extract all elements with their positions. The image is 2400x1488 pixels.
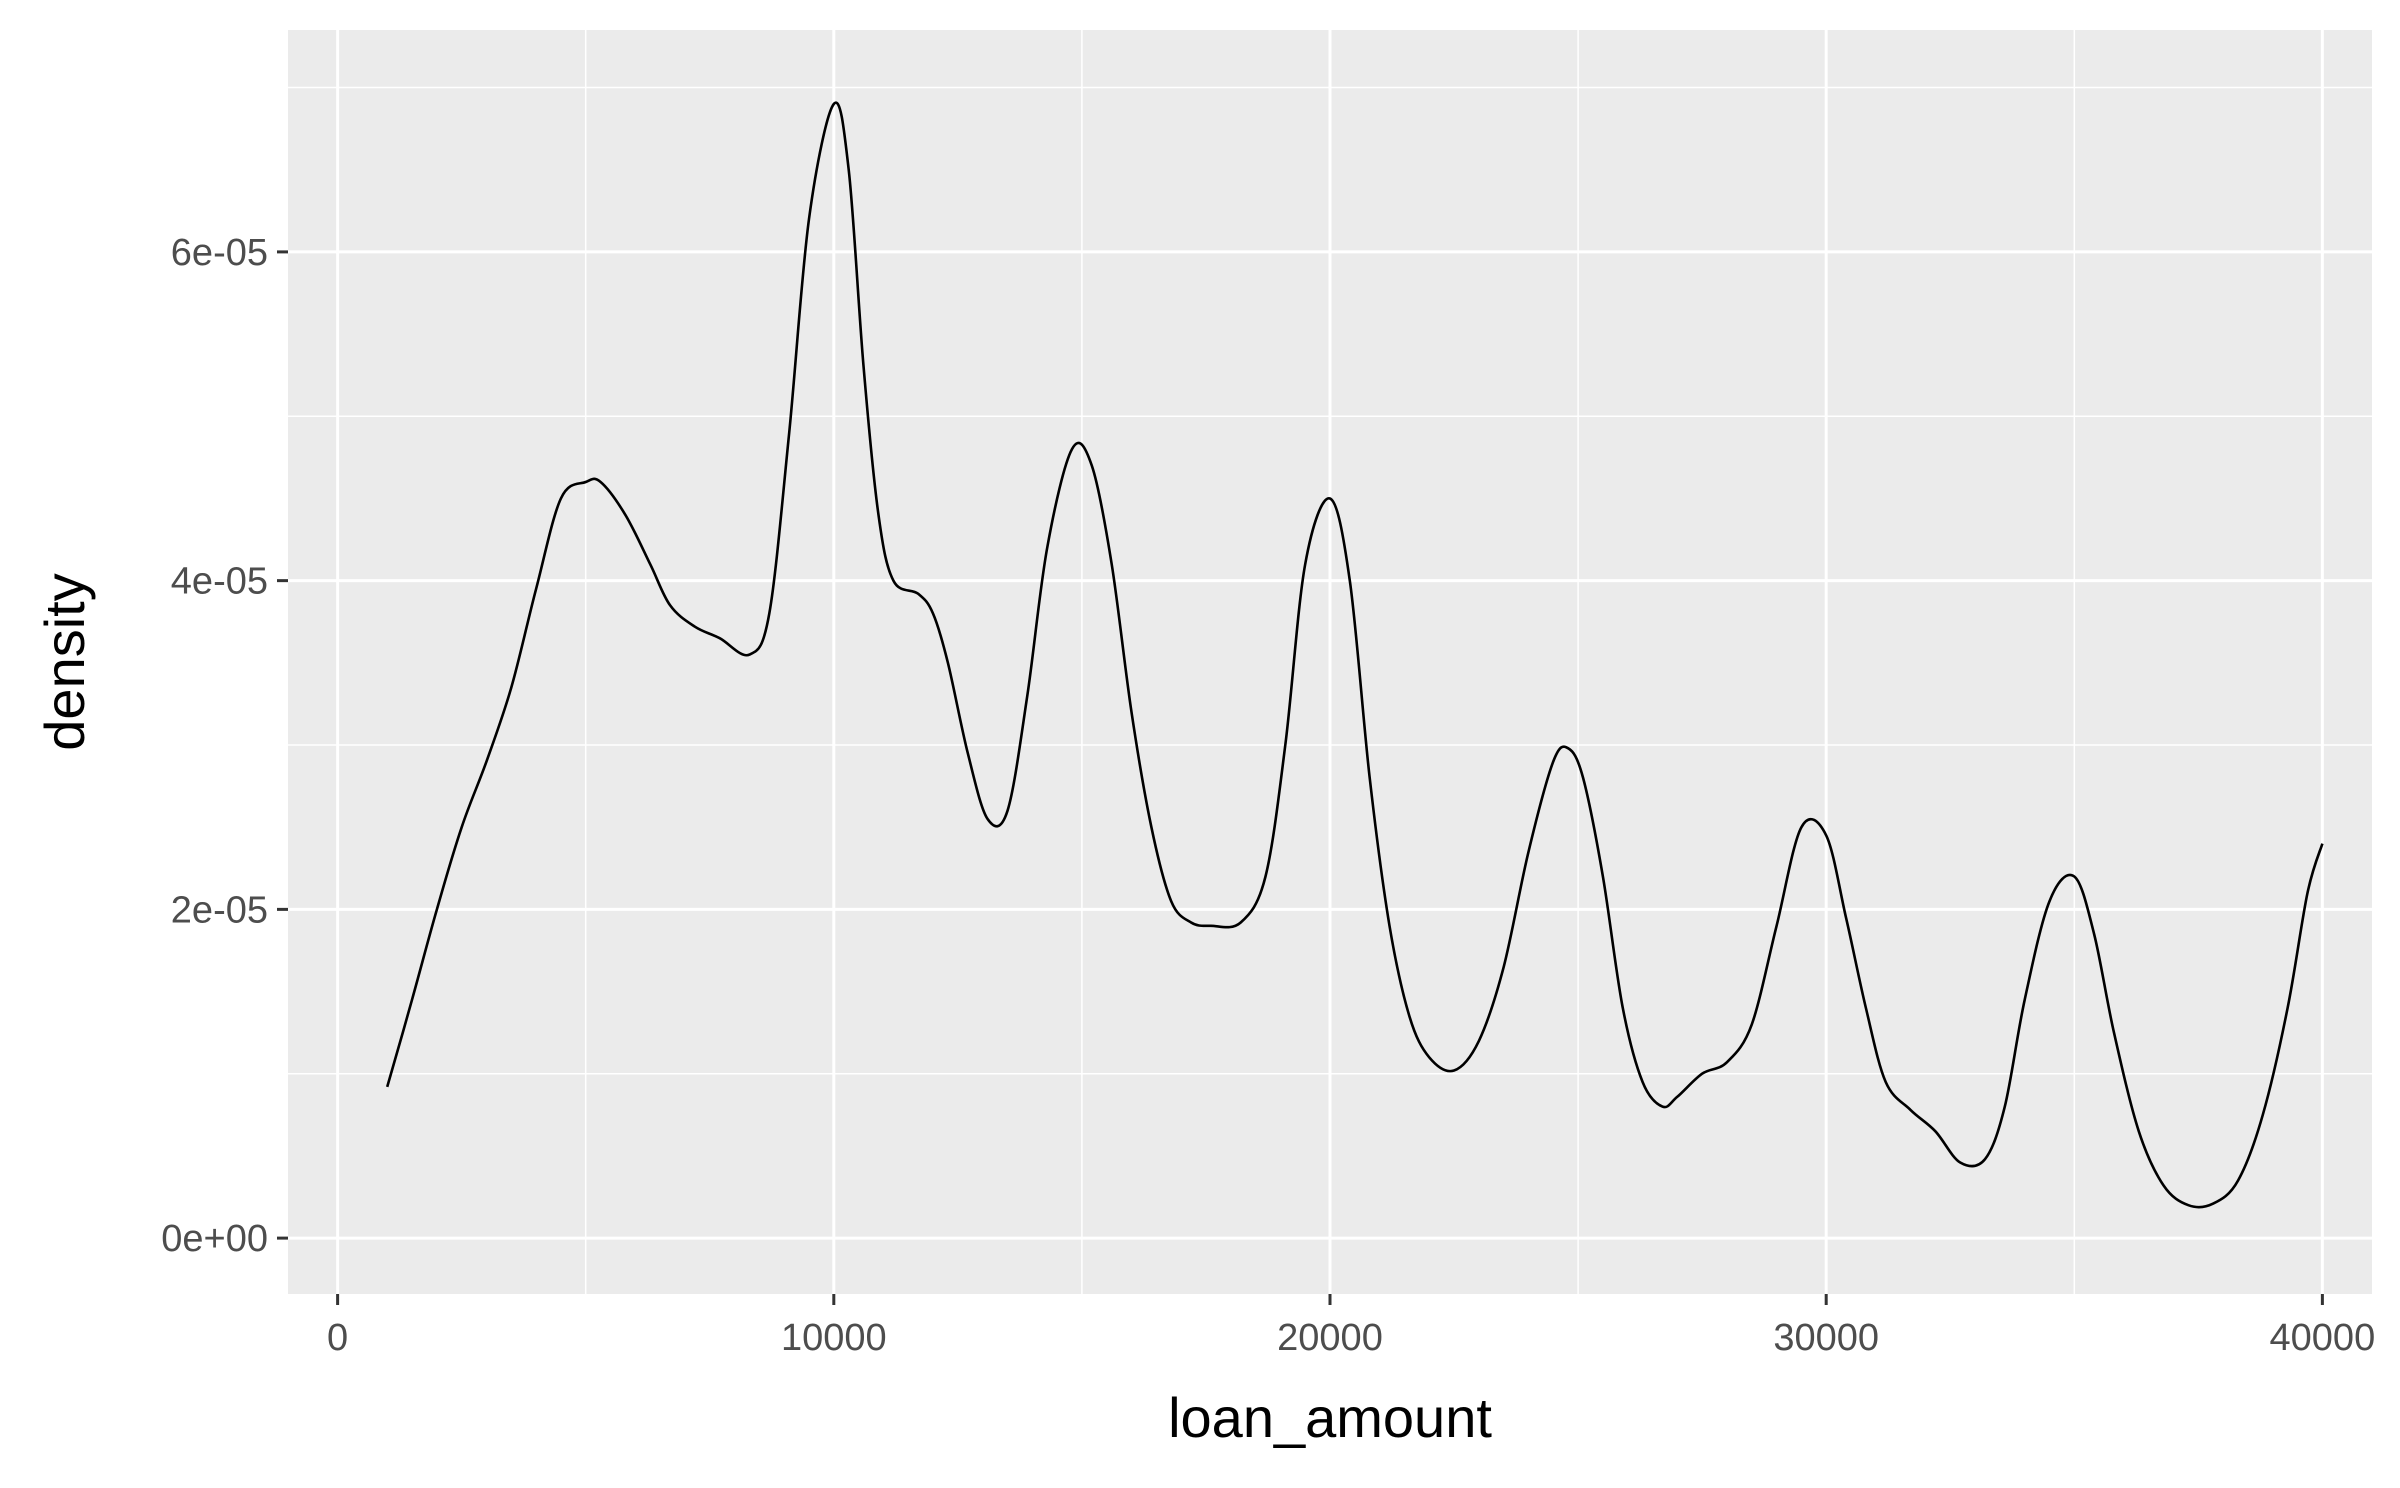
x-tick-label: 10000	[781, 1317, 887, 1359]
x-tick-label: 20000	[1277, 1317, 1383, 1359]
series-layer	[385, 101, 2324, 1209]
y-axis-title: density	[33, 573, 96, 750]
y-tick-label: 6e-05	[171, 232, 268, 274]
x-axis-title: loan_amount	[1168, 1386, 1492, 1449]
x-tick-label: 0	[327, 1317, 348, 1359]
x-tick-label: 30000	[1773, 1317, 1879, 1359]
y-tick-label: 2e-05	[171, 889, 268, 931]
y-tick-label: 0e+00	[161, 1218, 268, 1260]
x-tick-label: 40000	[2270, 1317, 2376, 1359]
x-axis: 0 10000 20000 30000 40000	[327, 1294, 2375, 1359]
density-line	[385, 101, 2324, 1209]
major-gridlines	[288, 30, 2372, 1294]
y-axis: 0e+00 2e-05 4e-05 6e-05	[161, 232, 288, 1260]
y-tick-label: 4e-05	[171, 561, 268, 603]
